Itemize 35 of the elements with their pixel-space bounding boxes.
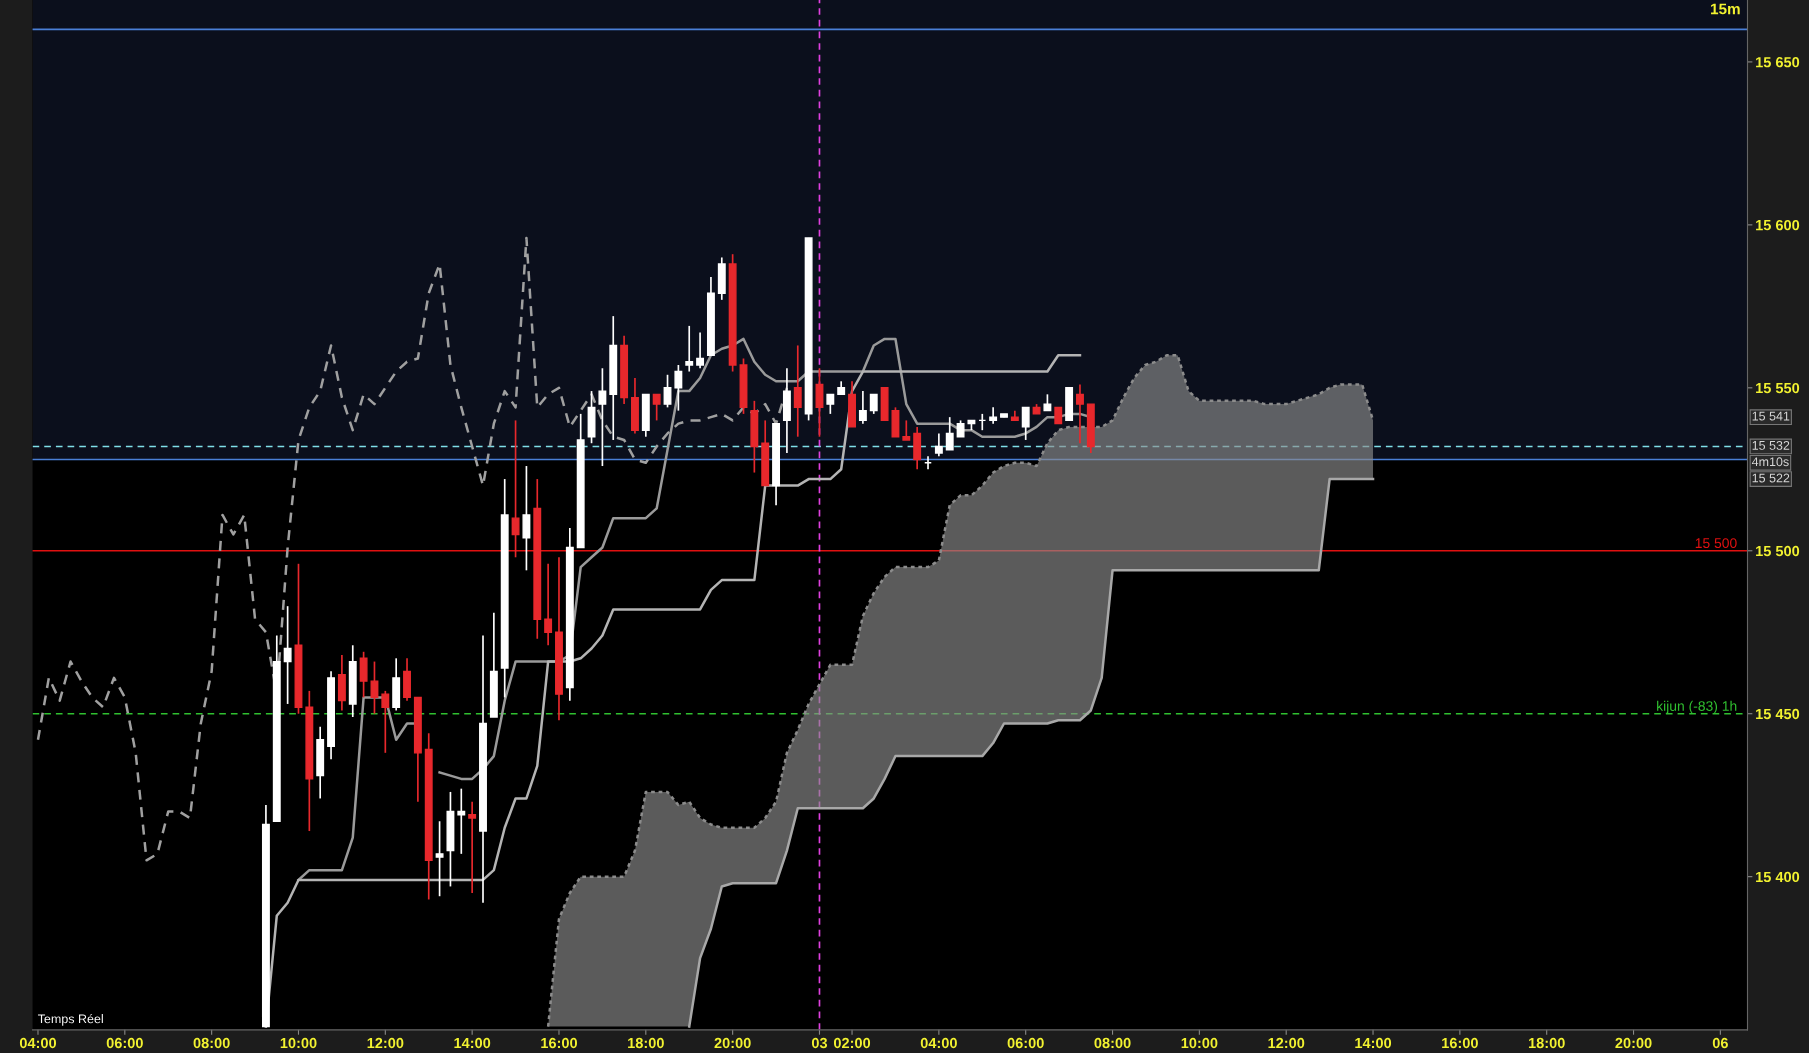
x-tick-label: 16:00 (541, 1037, 578, 1049)
x-tick-label: 20:00 (714, 1037, 751, 1049)
x-tick-label: 12:00 (367, 1037, 404, 1049)
x-tick-label: 10:00 (1181, 1037, 1218, 1049)
x-tick-label: 16:00 (1442, 1037, 1478, 1049)
ref-line-label: 15 500 (1695, 538, 1737, 549)
x-tick-label: 06:00 (106, 1037, 143, 1049)
annotation: 15 522 (1752, 473, 1790, 483)
y-tick-label: 15 600 (1756, 219, 1800, 231)
x-tick-label: 04:00 (920, 1037, 957, 1049)
annotation: 15 532 (1752, 440, 1790, 450)
x-tick-label: 20:00 (1615, 1037, 1652, 1049)
x-tick-label: 06 (1712, 1037, 1728, 1049)
annotation: 15 541 (1752, 411, 1790, 421)
x-tick-label: 18:00 (628, 1037, 664, 1049)
ref-line-label: kijun (-83) 1h (1657, 700, 1737, 714)
x-tick-label: 12:00 (1268, 1037, 1305, 1049)
x-tick-label: 03 (811, 1037, 828, 1049)
x-tick-label: 18:00 (1528, 1037, 1565, 1049)
y-tick-label: 15 500 (1756, 545, 1800, 557)
y-tick-label: 15 450 (1756, 708, 1800, 720)
y-tick-label: 15 400 (1756, 871, 1800, 883)
x-tick-label: 02:00 (833, 1037, 871, 1049)
x-tick-label: 08:00 (193, 1037, 230, 1049)
x-tick-label: 10:00 (280, 1037, 317, 1049)
annotation: Temps Réel (37, 1013, 103, 1026)
y-tick-label: 15 650 (1756, 57, 1800, 68)
y-tick-label: 15 550 (1756, 382, 1800, 394)
x-tick-label: 14:00 (1355, 1037, 1392, 1049)
x-tick-label: 08:00 (1094, 1037, 1131, 1049)
chart-title: 15m (1711, 3, 1740, 15)
x-tick-label: 06:00 (1007, 1037, 1044, 1049)
x-tick-label: 14:00 (454, 1037, 491, 1049)
x-tick-label: 04:00 (19, 1037, 57, 1049)
annotation: 4m10s (1751, 457, 1789, 467)
